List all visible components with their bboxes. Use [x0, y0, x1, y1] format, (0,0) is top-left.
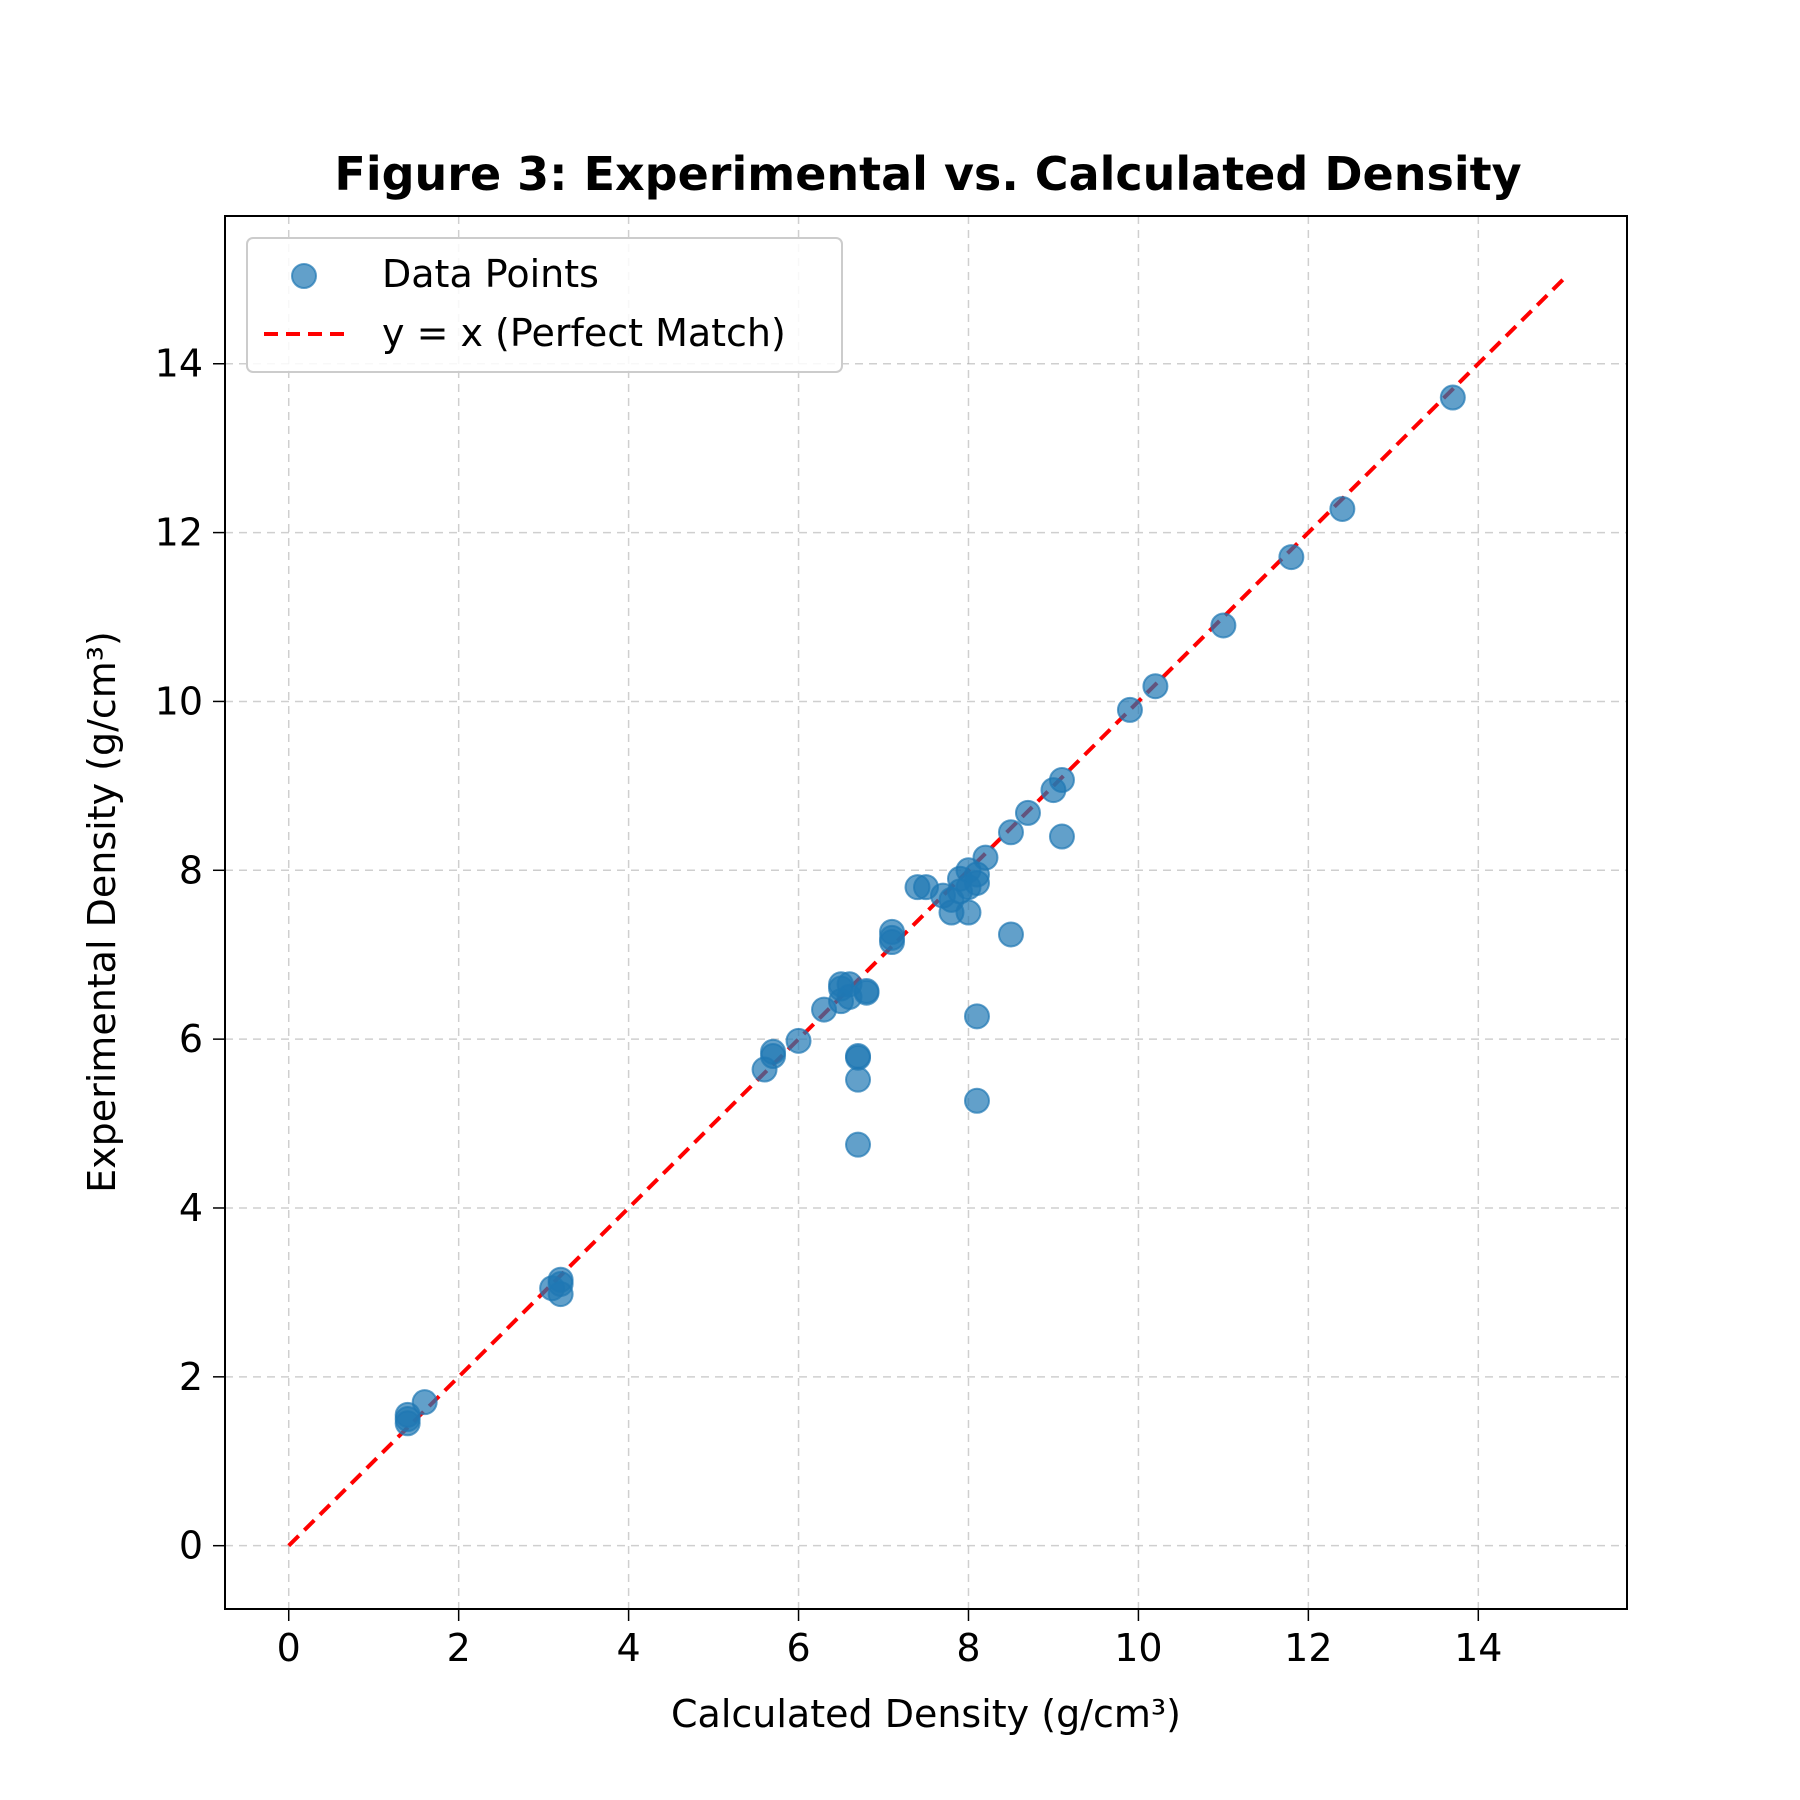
scatter-point	[1329, 495, 1356, 522]
y-tick-label: 8	[179, 848, 203, 892]
scatter-point	[547, 1281, 574, 1308]
scatter-point	[1439, 384, 1466, 411]
x-axis-ticks: 0 2 4 6 8 10 12 14	[277, 1609, 1502, 1670]
y-tick-label: 0	[179, 1524, 203, 1568]
legend: Data Points y = x (Perfect Match)	[246, 237, 843, 373]
scatter-point	[845, 1066, 872, 1093]
legend-label-data-points: Data Points	[382, 252, 599, 296]
y-tick-label: 10	[155, 679, 203, 723]
grid-lines	[225, 216, 1627, 1609]
scatter-point	[955, 899, 982, 926]
scatter-point	[963, 1003, 990, 1030]
plot-frame	[224, 215, 1628, 1610]
y-axis-label: Experimental Density (g/cm³)	[80, 631, 124, 1193]
y-tick-label: 12	[155, 511, 203, 555]
x-tick-label: 8	[956, 1626, 980, 1670]
y-tick-label: 6	[179, 1017, 203, 1061]
y-tick-label: 14	[155, 342, 203, 386]
y-tick-label: 2	[179, 1355, 203, 1399]
scatter-point	[853, 979, 880, 1006]
scatter-point	[411, 1389, 438, 1416]
scatter-point	[1014, 799, 1041, 826]
x-axis-label: Calculated Density (g/cm³)	[671, 1692, 1181, 1736]
scatter-point	[963, 1087, 990, 1114]
scatter-point	[394, 1410, 421, 1437]
scatter-point	[1142, 673, 1169, 700]
scatter-point	[1048, 823, 1075, 850]
scatter-point	[997, 921, 1024, 948]
scatter-point	[845, 1044, 872, 1071]
legend-label-reference-line: y = x (Perfect Match)	[382, 311, 786, 355]
scatter-point	[879, 924, 906, 951]
reference-line	[287, 277, 1565, 1548]
x-tick-label: 6	[786, 1626, 810, 1670]
scatter-point	[1278, 544, 1305, 571]
scatter-point	[997, 819, 1024, 846]
scatter-point	[1116, 696, 1143, 723]
legend-marker-data-points	[291, 263, 317, 289]
x-tick-label: 4	[617, 1626, 641, 1670]
x-tick-label: 0	[277, 1626, 301, 1670]
data-points	[394, 384, 1466, 1437]
reference-line-layer	[287, 277, 1565, 1548]
chart-title: Figure 3: Experimental vs. Calculated De…	[334, 147, 1521, 201]
scatter-point	[963, 869, 990, 896]
y-tick-label: 4	[179, 1186, 203, 1230]
x-tick-label: 14	[1454, 1626, 1502, 1670]
scatter-point	[760, 1038, 787, 1065]
scatter-point	[845, 1131, 872, 1158]
scatter-point	[785, 1027, 812, 1054]
scatter-point	[1210, 612, 1237, 639]
x-tick-label: 10	[1114, 1626, 1162, 1670]
scatter-point	[972, 844, 999, 871]
legend-box	[246, 237, 843, 373]
x-tick-label: 12	[1284, 1626, 1332, 1670]
y-axis-ticks: 0 2 4 6 8 10 12 14	[155, 342, 225, 1568]
x-tick-label: 2	[447, 1626, 471, 1670]
scatter-point	[1048, 766, 1075, 793]
